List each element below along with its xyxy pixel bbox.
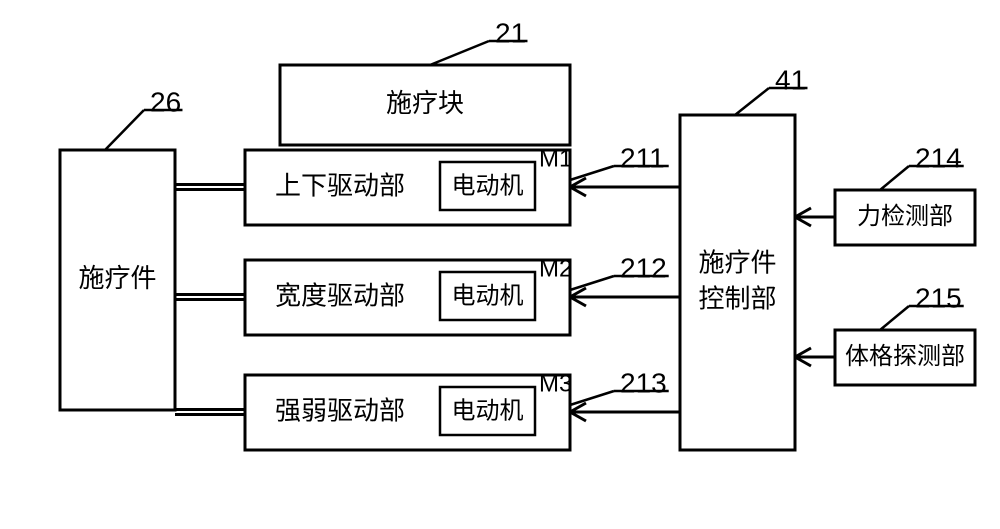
- ref-212: 212: [620, 252, 667, 283]
- ref-41: 41: [775, 64, 806, 95]
- ref-leader-214: [880, 166, 909, 190]
- ref-leader-211: [570, 166, 614, 180]
- ref-leader-212: [570, 276, 614, 290]
- motor1-label: 电动机: [452, 172, 524, 199]
- ref-leader-41: [735, 88, 769, 115]
- ref-213: 213: [620, 367, 667, 398]
- ref-leader-215: [880, 306, 909, 330]
- ref-215: 215: [915, 282, 962, 313]
- treat-piece-label: 施疗件: [78, 263, 156, 293]
- ref-26: 26: [150, 86, 181, 117]
- body-detect-label: 体格探测部: [845, 343, 965, 370]
- force-detect-label: 力检测部: [857, 203, 953, 230]
- motor2-label: 电动机: [452, 282, 524, 309]
- ref-214: 214: [915, 142, 962, 173]
- drive-strength-label: 强弱驱动部: [275, 395, 405, 425]
- treat-block-label: 施疗块: [386, 88, 464, 118]
- motor2-mlabel: M2: [539, 255, 572, 282]
- drive-updown-label: 上下驱动部: [275, 170, 405, 200]
- motor3-label: 电动机: [452, 397, 524, 424]
- drive-width-label: 宽度驱动部: [275, 280, 405, 310]
- motor3-mlabel: M3: [539, 370, 572, 397]
- ref-21: 21: [495, 17, 526, 48]
- ref-211: 211: [620, 142, 665, 173]
- motor1-mlabel: M1: [539, 145, 572, 172]
- ref-leader-213: [570, 391, 614, 405]
- ref-leader-26: [105, 110, 144, 150]
- controller-label-line2: 控制部: [698, 283, 776, 313]
- controller-label-line1: 施疗件: [698, 247, 776, 277]
- ref-leader-21: [430, 41, 489, 65]
